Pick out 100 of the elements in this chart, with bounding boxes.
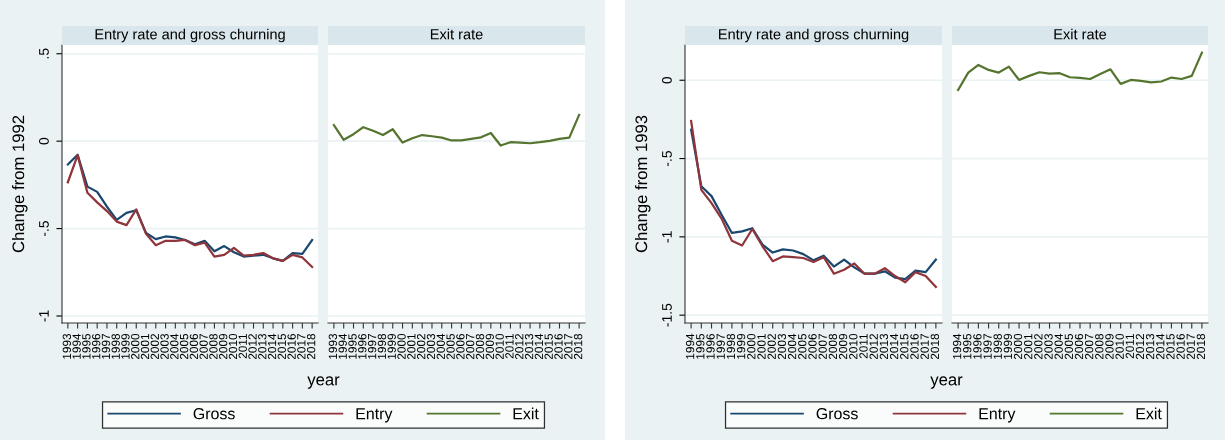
x-tick-label: 2001 [757, 333, 766, 360]
x-tick-label: 2015 [1166, 333, 1175, 360]
x-tick-label: 1997 [716, 334, 725, 359]
x-tick-label: 2006 [808, 333, 817, 360]
chart-title: Exit rate [430, 28, 483, 40]
x-tick-label: 2007 [818, 334, 827, 360]
x-tick-label: 2008 [828, 333, 838, 360]
x-tick-label: 2006 [456, 333, 465, 360]
x-tick-label: 1999 [121, 333, 130, 359]
x-tick-label: 1996 [973, 333, 982, 359]
x-tick-label: 1995 [963, 333, 972, 359]
x-tick-label: 2000 [131, 333, 140, 360]
x-tick-label: 2013 [524, 333, 534, 360]
x-tick-label: 1994 [72, 333, 81, 359]
x-tick-label: 2005 [798, 333, 807, 360]
x-tick-label: 2004 [787, 333, 797, 360]
x-tick-label: 2017 [1186, 334, 1195, 360]
y-tick-label: -1 [39, 310, 49, 322]
x-tick-label: 1995 [82, 333, 91, 359]
legend-label: Entry [356, 408, 393, 423]
x-tick-label: 2001 [407, 333, 416, 360]
x-tick-label: 2006 [189, 333, 199, 360]
y-tick-label: -1 [662, 231, 672, 243]
x-tick-label: 2015 [900, 333, 909, 360]
x-tick-label: 2016 [554, 333, 563, 360]
x-tick-label: 1998 [993, 333, 1002, 359]
x-tick-label: 2004 [436, 333, 445, 360]
x-tick-label: 2014 [534, 333, 544, 360]
x-tick-label: 2013 [1145, 333, 1155, 360]
x-tick-label: 2008 [209, 333, 218, 360]
x-tick-label: 2013 [258, 333, 267, 360]
x-tick-label: 2018 [306, 333, 316, 360]
x-tick-label: 2014 [889, 333, 899, 360]
x-tick-label: 2008 [475, 333, 485, 360]
x-tick-label: 1999 [736, 333, 746, 359]
chart-title: Entry rate and gross churning [719, 28, 909, 43]
x-tick-label: 2005 [1064, 333, 1074, 360]
x-tick-label: 2010 [849, 333, 858, 360]
y-tick-label: -1.5 [662, 303, 672, 327]
x-tick-label: 2005 [179, 333, 189, 360]
x-tick-label: 2003 [426, 333, 436, 360]
x-tick-label: 2011 [505, 333, 514, 359]
x-tick-label: 2003 [1044, 333, 1053, 360]
x-tick-label: 2006 [1074, 333, 1084, 360]
x-tick-label: 1994 [685, 333, 695, 359]
x-tick-label: 1994 [338, 333, 347, 359]
x-tick-label: 1999 [387, 333, 396, 359]
y-axis-title: Change from 1992 [11, 115, 28, 253]
y-axis-title: Change from 1993 [634, 115, 651, 253]
x-tick-label: 2007 [466, 334, 475, 360]
y-tick-label: -.5 [39, 221, 49, 237]
x-tick-label: 2000 [397, 333, 406, 360]
x-tick-label: 2012 [1135, 334, 1145, 360]
x-tick-label: 2002 [1034, 334, 1043, 360]
x-axis-title: year [307, 376, 340, 389]
x-tick-label: 2005 [446, 333, 455, 360]
x-tick-label: 1995 [348, 333, 357, 359]
chart-title: Exit rate [1054, 28, 1107, 40]
x-tick-label: 2009 [1105, 333, 1114, 360]
y-tick-label: .5 [39, 48, 49, 59]
x-tick-label: 2010 [495, 333, 504, 360]
x-tick-label: 2017 [920, 334, 929, 360]
x-tick-label: 1998 [377, 333, 387, 359]
x-axis-title: year [930, 376, 963, 389]
x-tick-label: 2011 [1125, 333, 1134, 359]
x-tick-label: 2017 [564, 334, 573, 360]
x-tick-label: 2007 [199, 334, 208, 360]
x-tick-label: 1993 [62, 333, 72, 359]
x-tick-label: 2015 [544, 333, 553, 360]
x-tick-label: 2018 [573, 333, 583, 360]
x-tick-label: 2018 [1196, 333, 1206, 360]
x-tick-label: 2014 [267, 333, 277, 360]
x-tick-label: 2000 [747, 333, 756, 360]
x-tick-label: 2010 [228, 333, 238, 360]
x-tick-label: 1997 [983, 334, 992, 359]
x-tick-label: 2001 [1024, 333, 1033, 360]
y-tick-label: -.5 [662, 151, 672, 167]
x-tick-label: 2015 [277, 333, 286, 360]
x-tick-label: 1996 [91, 333, 101, 359]
x-tick-label: 1998 [111, 333, 120, 359]
x-tick-label: 2004 [170, 333, 179, 360]
legend-label: Entry [979, 408, 1016, 423]
x-tick-label: 2011 [238, 333, 247, 359]
x-tick-label: 2013 [879, 333, 889, 360]
x-tick-label: 2002 [416, 334, 426, 360]
legend-label: Exit [513, 407, 539, 420]
x-tick-label: 2016 [910, 333, 919, 360]
x-tick-label: 2009 [838, 333, 848, 360]
x-tick-label: 2011 [859, 333, 868, 359]
x-tick-label: 2016 [287, 333, 296, 360]
x-tick-label: 2014 [1156, 333, 1165, 360]
x-tick-label: 2016 [1176, 333, 1185, 360]
x-tick-label: 2003 [777, 333, 787, 360]
x-tick-label: 2002 [150, 334, 159, 360]
legend-label: Exit [1136, 407, 1162, 420]
x-tick-label: 2004 [1054, 333, 1063, 360]
x-tick-label: 2017 [297, 334, 306, 360]
x-tick-label: 1993 [328, 333, 338, 359]
x-tick-label: 2003 [160, 333, 169, 360]
x-tick-label: 1996 [358, 333, 367, 359]
